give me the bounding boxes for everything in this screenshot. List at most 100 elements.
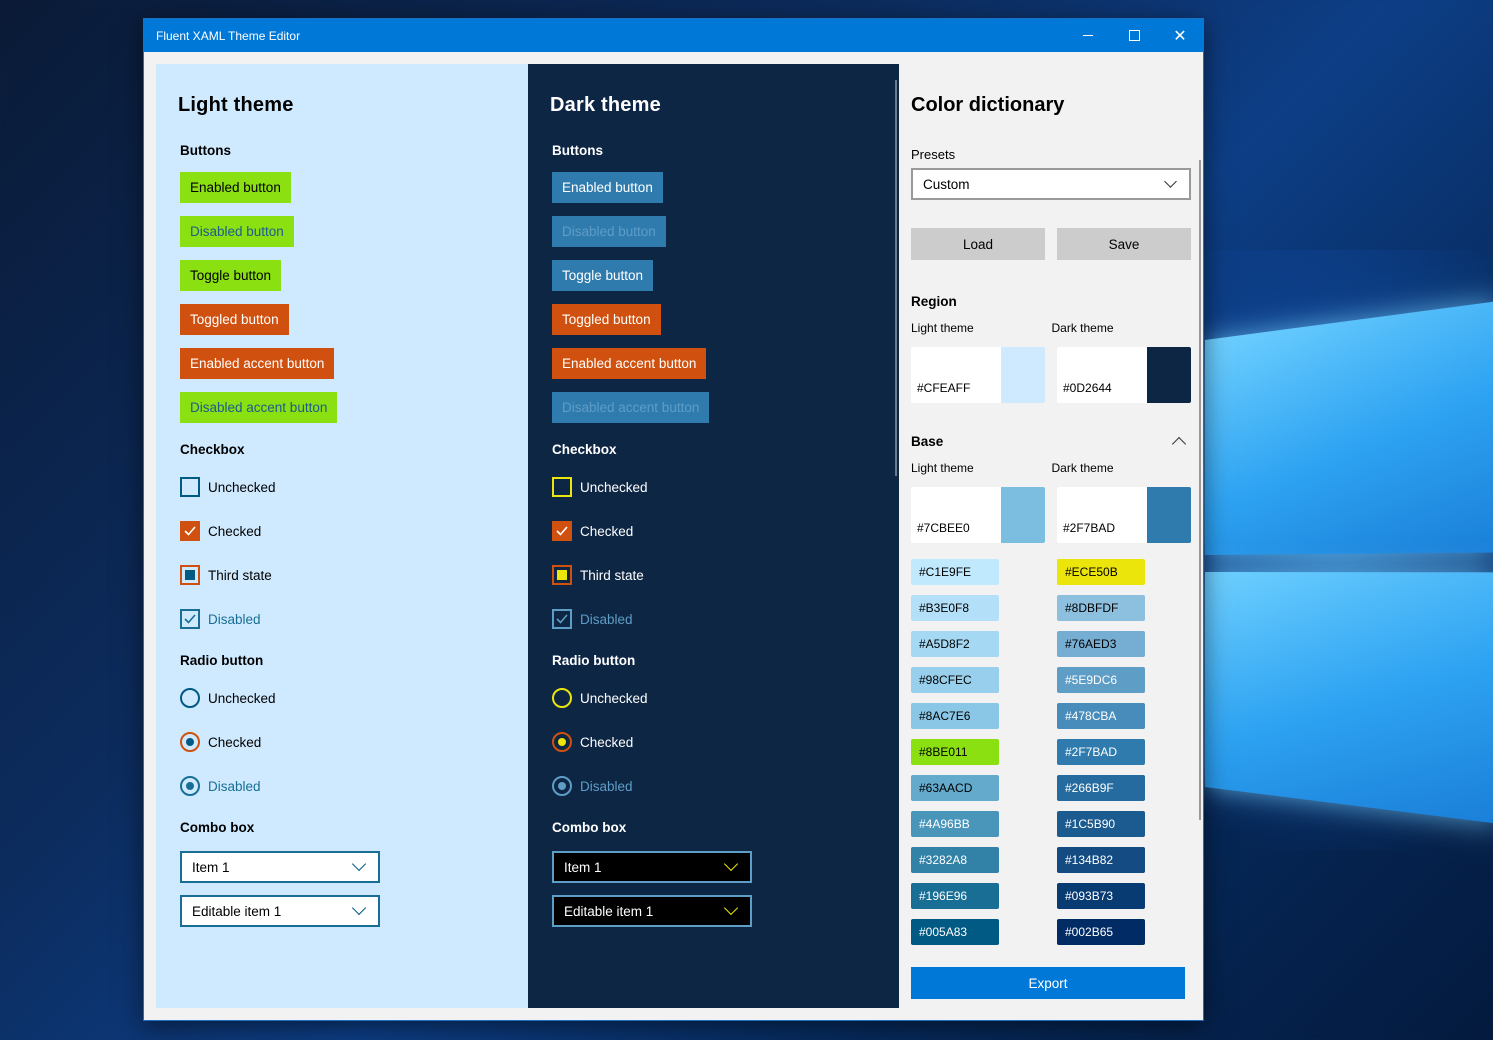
dark-toggled-button[interactable]: Toggled button	[552, 304, 661, 335]
color-ramp-chip[interactable]: #478CBA	[1057, 703, 1145, 729]
swatch-hex: #2F7BAD	[1057, 487, 1147, 543]
dark-radio-section-title: Radio button	[552, 653, 877, 668]
checkbox-label: Third state	[208, 568, 272, 583]
light-toggle-button[interactable]: Toggle button	[180, 260, 281, 291]
color-ramp-chip[interactable]: #8AC7E6	[911, 703, 999, 729]
presets-label: Presets	[911, 147, 1192, 162]
light-checkbox-disabled: Disabled	[180, 609, 506, 629]
presets-value: Custom	[923, 177, 1166, 192]
checkbox-label: Checked	[208, 524, 261, 539]
color-chip	[1147, 347, 1191, 403]
title-bar[interactable]: Fluent XAML Theme Editor ✕	[144, 19, 1203, 52]
region-dark-label: Dark theme	[1052, 321, 1193, 335]
combo-value: Item 1	[192, 860, 354, 875]
light-checkbox-unchecked[interactable]: Unchecked	[180, 477, 506, 497]
color-ramp-chip[interactable]: #76AED3	[1057, 631, 1145, 657]
color-ramp-chip[interactable]: #005A83	[911, 919, 999, 945]
maximize-button[interactable]	[1111, 19, 1157, 52]
dark-combo-section-title: Combo box	[552, 820, 877, 835]
dark-theme-panel: Dark theme Buttons Enabled button Disabl…	[528, 64, 899, 1008]
light-checkbox-third-state[interactable]: Third state	[180, 565, 506, 585]
light-checkbox-checked[interactable]: Checked	[180, 521, 506, 541]
radio-label: Checked	[580, 735, 633, 750]
presets-combo-box[interactable]: Custom	[911, 168, 1191, 200]
dark-combo-box[interactable]: Item 1	[552, 851, 752, 883]
color-ramp-chip[interactable]: #4A96BB	[911, 811, 999, 837]
windows-logo-pane-bottom	[1205, 572, 1493, 824]
indeterminate-icon[interactable]	[552, 565, 572, 585]
radio-dot-icon	[180, 776, 200, 796]
light-theme-title: Light theme	[178, 94, 506, 117]
dark-checkbox-checked[interactable]: Checked	[552, 521, 877, 541]
color-ramp-chip[interactable]: #3282A8	[911, 847, 999, 873]
light-radio-unchecked[interactable]: Unchecked	[180, 688, 506, 708]
dark-checkbox-third-state[interactable]: Third state	[552, 565, 877, 585]
swatch-hex: #7CBEE0	[911, 487, 1001, 543]
checkbox-box[interactable]	[552, 477, 572, 497]
dark-enabled-accent-button[interactable]: Enabled accent button	[552, 348, 706, 379]
checkbox-label: Unchecked	[580, 480, 648, 495]
dark-editable-combo-box[interactable]: Editable item 1	[552, 895, 752, 927]
color-ramp-chip[interactable]: #1C5B90	[1057, 811, 1145, 837]
dark-enabled-button[interactable]: Enabled button	[552, 172, 663, 203]
dark-toggle-button[interactable]: Toggle button	[552, 260, 653, 291]
chevron-up-icon[interactable]	[1172, 437, 1186, 451]
checkbox-box[interactable]	[180, 477, 200, 497]
light-enabled-button[interactable]: Enabled button	[180, 172, 291, 203]
region-light-swatch[interactable]: #CFEAFF	[911, 347, 1045, 403]
checkbox-label: Checked	[580, 524, 633, 539]
radio-circle-icon[interactable]	[180, 688, 200, 708]
checkmark-icon[interactable]	[180, 521, 200, 541]
color-ramp-chip[interactable]: #ECE50B	[1057, 559, 1145, 585]
dark-checkbox-unchecked[interactable]: Unchecked	[552, 477, 877, 497]
color-ramp-chip[interactable]: #093B73	[1057, 883, 1145, 909]
light-radio-checked[interactable]: Checked	[180, 732, 506, 752]
checkbox-label: Disabled	[580, 612, 633, 627]
color-ramp-chip[interactable]: #63AACD	[911, 775, 999, 801]
radio-dot-icon[interactable]	[552, 732, 572, 752]
minimize-button[interactable]	[1065, 19, 1111, 52]
light-toggled-button[interactable]: Toggled button	[180, 304, 289, 335]
radio-dot-icon[interactable]	[180, 732, 200, 752]
radio-circle-icon[interactable]	[552, 688, 572, 708]
light-editable-combo-box[interactable]: Editable item 1	[180, 895, 380, 927]
load-button[interactable]: Load	[911, 228, 1045, 260]
light-enabled-accent-button[interactable]: Enabled accent button	[180, 348, 334, 379]
color-ramp-chip[interactable]: #A5D8F2	[911, 631, 999, 657]
light-combo-box[interactable]: Item 1	[180, 851, 380, 883]
color-ramp-chip[interactable]: #134B82	[1057, 847, 1145, 873]
base-dark-swatch[interactable]: #2F7BAD	[1057, 487, 1191, 543]
region-title: Region	[911, 294, 1192, 309]
export-button[interactable]: Export	[911, 967, 1185, 999]
region-dark-swatch[interactable]: #0D2644	[1057, 347, 1191, 403]
light-radio-section-title: Radio button	[180, 653, 506, 668]
color-ramp-chip[interactable]: #2F7BAD	[1057, 739, 1145, 765]
close-button[interactable]: ✕	[1157, 19, 1203, 52]
color-ramp-chip[interactable]: #002B65	[1057, 919, 1145, 945]
light-disabled-accent-button: Disabled accent button	[180, 392, 337, 423]
color-ramp-chip[interactable]: #5E9DC6	[1057, 667, 1145, 693]
app-window: Fluent XAML Theme Editor ✕ Light theme B…	[143, 18, 1204, 1021]
color-ramp-chip[interactable]: #266B9F	[1057, 775, 1145, 801]
color-ramp-chip[interactable]: #8BE011	[911, 739, 999, 765]
dark-radio-checked[interactable]: Checked	[552, 732, 877, 752]
dictionary-scrollbar[interactable]	[1199, 160, 1201, 820]
radio-dot-icon	[552, 776, 572, 796]
dark-radio-unchecked[interactable]: Unchecked	[552, 688, 877, 708]
checkmark-icon	[552, 609, 572, 629]
checkmark-icon[interactable]	[552, 521, 572, 541]
chevron-down-icon	[1164, 175, 1177, 188]
light-combo-section-title: Combo box	[180, 820, 506, 835]
base-light-swatch[interactable]: #7CBEE0	[911, 487, 1045, 543]
combo-value: Editable item 1	[192, 904, 354, 919]
preview-scrollbar[interactable]	[895, 80, 897, 476]
color-ramp-chip[interactable]: #8DBFDF	[1057, 595, 1145, 621]
radio-label: Disabled	[580, 779, 633, 794]
save-button[interactable]: Save	[1057, 228, 1191, 260]
color-ramp-chip[interactable]: #98CFEC	[911, 667, 999, 693]
color-ramp-chip[interactable]: #C1E9FE	[911, 559, 999, 585]
indeterminate-icon[interactable]	[180, 565, 200, 585]
color-ramp-chip[interactable]: #B3E0F8	[911, 595, 999, 621]
base-dark-label: Dark theme	[1052, 461, 1193, 475]
color-ramp-chip[interactable]: #196E96	[911, 883, 999, 909]
